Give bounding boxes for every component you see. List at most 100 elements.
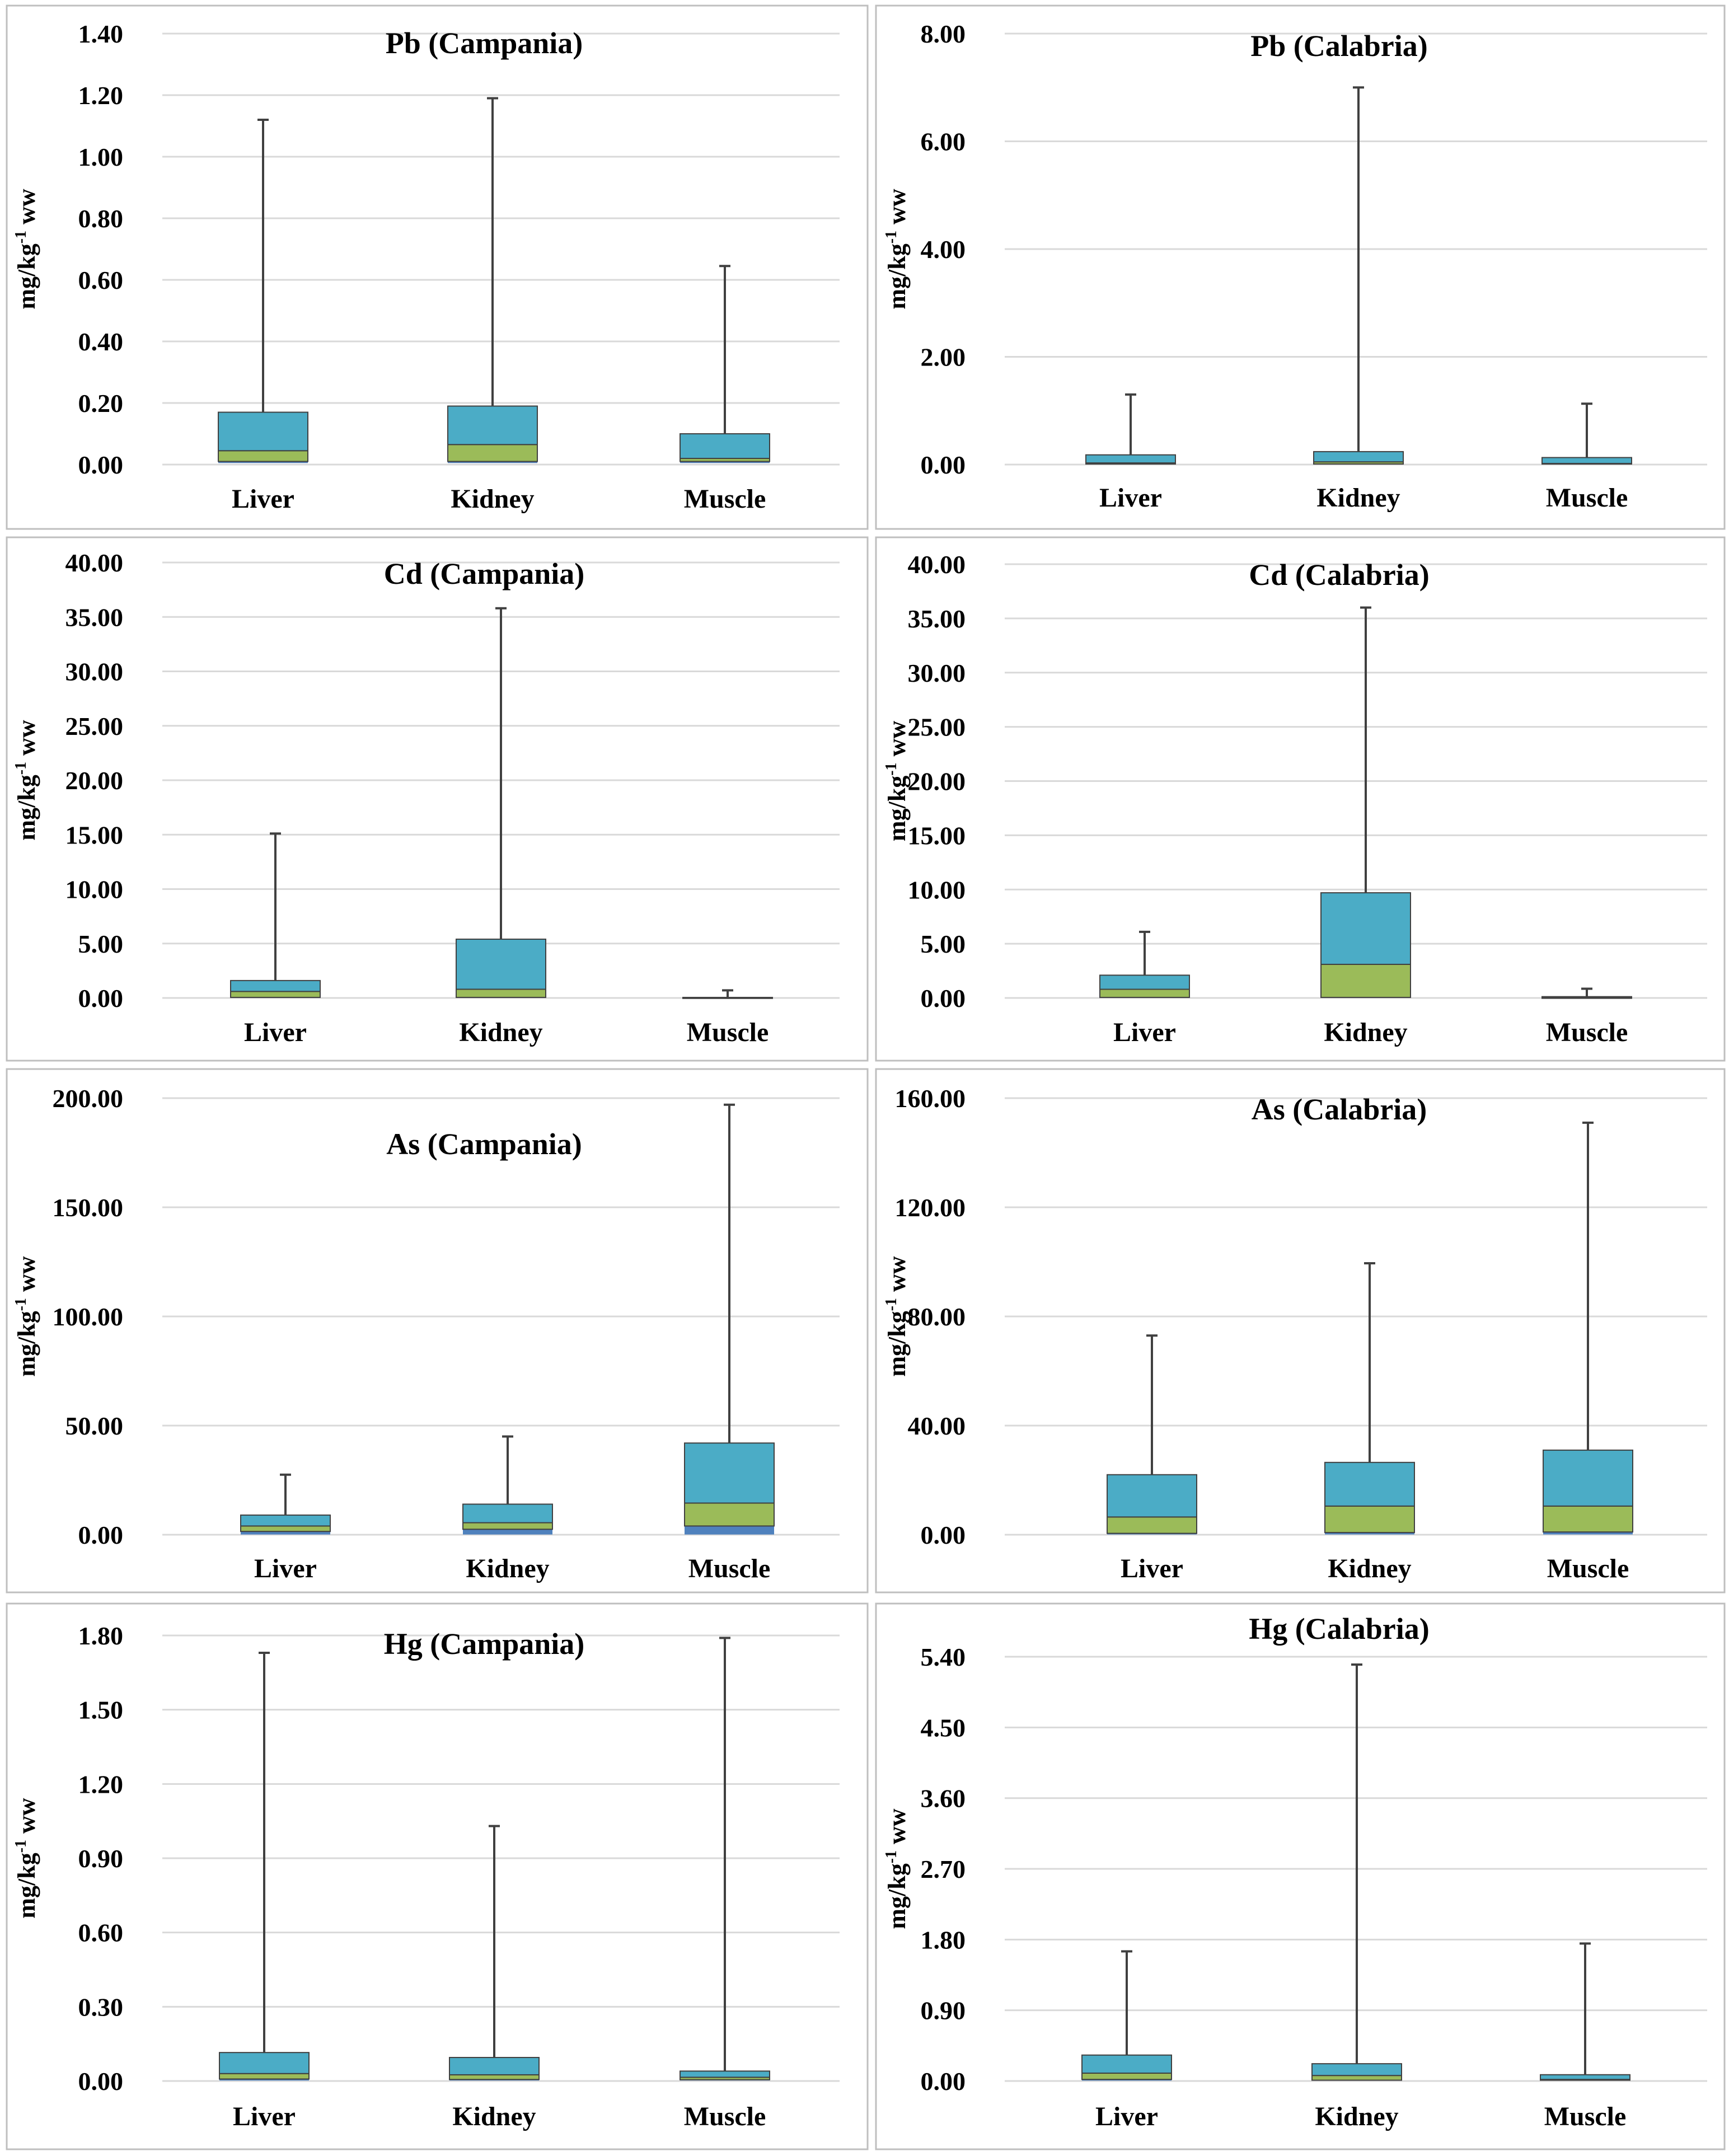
y-axis-label-suffix: ww <box>883 189 911 231</box>
y-tick-label: 1.80 <box>921 1925 966 1954</box>
y-tick-label: 10.00 <box>65 875 124 904</box>
y-tick-label: 1.20 <box>78 81 124 110</box>
y-tick-label: 30.00 <box>65 658 124 686</box>
box-upper-muscle <box>1541 996 1632 999</box>
panel-border <box>875 536 1726 1062</box>
y-axis-label-unit: mg/kg <box>13 243 40 309</box>
y-axis-label-unit: mg/kg <box>883 1311 911 1376</box>
x-tick-label: Liver <box>1121 1554 1183 1583</box>
chart-title: Hg (Calabria) <box>1249 1612 1429 1646</box>
y-tick-label: 1.20 <box>78 1770 124 1798</box>
x-tick-label: Muscle <box>1546 1018 1628 1047</box>
box-base-liver <box>218 461 308 463</box>
box-lower-muscle <box>684 1502 775 1527</box>
y-tick-label: 35.00 <box>65 603 124 631</box>
y-tick-label: 6.00 <box>921 128 966 156</box>
x-tick-label: Liver <box>1113 1018 1176 1047</box>
box-upper-kidney <box>447 405 538 446</box>
x-tick-label: Kidney <box>466 1554 549 1583</box>
x-tick-label: Muscle <box>684 2102 766 2131</box>
y-tick-label: 0.40 <box>78 327 124 356</box>
box-upper-muscle <box>684 1442 775 1504</box>
box-upper-liver <box>1099 974 1190 990</box>
chart-panel-7: 0.00 0.30 0.60 0.90 1.20 1.50 1.80 Hg (Campania… <box>6 1602 869 2150</box>
chart-panel-1: 0.00 0.20 0.40 0.60 0.80 1.00 1.20 1.40 Pb (Camp… <box>6 4 869 530</box>
y-tick-label: 0.20 <box>78 389 124 418</box>
chart-title: Cd (Calabria) <box>1249 558 1430 592</box>
y-tick-label: 40.00 <box>65 549 124 577</box>
box-lower-liver <box>1081 2072 1172 2080</box>
box-lower-kidney <box>1324 1505 1415 1534</box>
chart-title: As (Campania) <box>386 1127 582 1161</box>
x-tick-label: Liver <box>232 484 294 514</box>
y-axis-label-superscript: -1 <box>883 1850 900 1863</box>
box-base-kidney <box>1325 1532 1414 1535</box>
y-tick-label: 0.00 <box>921 451 966 479</box>
chart-panel-6: 0.00 40.00 80.00 120.00 160.00 As (Calabria) m… <box>875 1068 1726 1593</box>
y-tick-label: 0.00 <box>921 984 966 1013</box>
y-tick-label: 1.50 <box>78 1696 124 1724</box>
y-axis-label-unit: mg/kg <box>883 1863 911 1929</box>
box-lower-liver <box>219 2073 310 2080</box>
box-lower-kidney <box>1311 2075 1402 2081</box>
y-axis-label-suffix: ww <box>13 189 40 231</box>
x-tick-label: Muscle <box>688 1554 771 1583</box>
y-axis-label-superscript: -1 <box>883 1298 900 1311</box>
x-tick-label: Muscle <box>684 484 766 514</box>
chart-panel-3: 0.00 5.00 10.00 15.00 20.00 25.00 30.00 35.00 40… <box>6 536 869 1062</box>
x-tick-label: Kidney <box>1315 2102 1398 2131</box>
y-tick-label: 80.00 <box>908 1302 966 1331</box>
y-tick-label: 200.00 <box>53 1084 124 1113</box>
y-axis-label-unit: mg/kg <box>883 776 911 841</box>
box-upper-kidney <box>462 1503 553 1524</box>
y-tick-label: 0.90 <box>921 1996 966 2025</box>
y-tick-label: 40.00 <box>908 550 966 579</box>
x-tick-label: Kidney <box>1316 483 1400 513</box>
y-tick-label: 120.00 <box>895 1193 966 1222</box>
box-base-liver <box>219 2079 309 2081</box>
y-tick-label: 0.30 <box>78 1993 124 2021</box>
y-tick-label: 30.00 <box>908 659 966 687</box>
chart-title: Pb (Calabria) <box>1250 29 1428 63</box>
y-tick-label: 2.00 <box>921 343 966 372</box>
box-base-liver <box>241 1531 330 1535</box>
box-upper-kidney <box>449 2056 540 2075</box>
x-tick-label: Muscle <box>1547 1554 1629 1583</box>
box-upper-kidney <box>1320 892 1411 965</box>
chart-title: Cd (Campania) <box>384 557 585 590</box>
box-upper-muscle <box>680 2070 770 2078</box>
y-tick-label: 0.60 <box>78 266 124 294</box>
box-lower-kidney <box>462 1522 553 1530</box>
box-lower-liver <box>240 1525 331 1532</box>
box-base-kidney <box>463 1529 552 1535</box>
chart-panel-4: 0.00 5.00 10.00 15.00 20.00 25.00 30.00 35.00 40… <box>875 536 1726 1062</box>
y-axis-label: mg/kg-1 ww <box>12 720 40 840</box>
y-tick-label: 160.00 <box>895 1084 966 1113</box>
y-axis-label-superscript: -1 <box>883 762 900 775</box>
x-tick-label: Liver <box>244 1018 307 1047</box>
box-upper-muscle <box>1541 457 1632 465</box>
y-tick-label: 2.70 <box>921 1855 966 1883</box>
box-upper-kidney <box>1311 2063 1402 2077</box>
y-axis-label: mg/kg-1 ww <box>12 189 40 309</box>
box-upper-muscle <box>682 997 773 999</box>
box-upper-liver <box>1107 1474 1197 1518</box>
y-tick-label: 50.00 <box>65 1412 124 1440</box>
y-tick-label: 20.00 <box>908 767 966 796</box>
y-tick-label: 20.00 <box>65 766 124 795</box>
box-lower-liver <box>218 450 308 462</box>
y-axis-label-superscript: -1 <box>12 762 30 775</box>
y-tick-label: 0.00 <box>921 2067 966 2096</box>
box-lower-liver <box>230 991 321 999</box>
y-axis-label-unit: mg/kg <box>13 1853 40 1918</box>
box-lower-liver <box>1107 1516 1197 1534</box>
y-axis-label-unit: mg/kg <box>883 243 911 309</box>
x-tick-label: Muscle <box>687 1018 769 1047</box>
panel-border <box>875 4 1726 530</box>
y-tick-label: 0.60 <box>78 1919 124 1947</box>
y-axis-label-superscript: -1 <box>12 1840 30 1853</box>
y-tick-label: 3.60 <box>921 1784 966 1813</box>
x-tick-label: Liver <box>1095 2102 1158 2131</box>
x-tick-label: Kidney <box>452 2102 536 2131</box>
